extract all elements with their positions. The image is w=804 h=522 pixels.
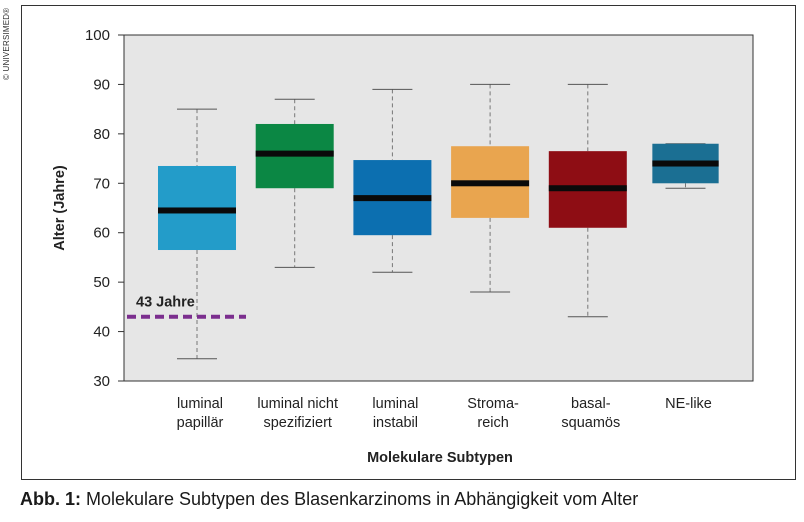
x-category-label: squamös	[561, 415, 620, 431]
box-2	[255, 98, 334, 268]
box-6	[652, 143, 719, 189]
y-axis: 30 40 50 60 70 80 90 100	[85, 27, 124, 390]
median-line	[548, 185, 627, 192]
x-category-label: basal-	[571, 396, 611, 412]
median-line	[255, 150, 334, 157]
box-5	[548, 83, 627, 318]
y-tick-label: 50	[93, 274, 110, 291]
box-3	[353, 88, 432, 273]
reference-line-label: 43 Jahre	[136, 295, 195, 311]
caption-label: Abb. 1:	[20, 489, 81, 509]
caption-text: Molekulare Subtypen des Blasenkarzinoms …	[81, 489, 639, 509]
y-axis-title: Alter (Jahre)	[52, 165, 68, 251]
y-tick-label: 70	[93, 175, 110, 192]
median-line	[158, 207, 236, 214]
median-line	[353, 195, 432, 202]
y-tick-label: 80	[93, 126, 110, 143]
x-category-label: spezifiziert	[263, 415, 332, 431]
x-category-label: reich	[477, 415, 508, 431]
figure-caption: Abb. 1: Molekulare Subtypen des Blasenka…	[20, 489, 638, 510]
y-tick-label: 100	[85, 27, 110, 44]
x-category-label: luminal nicht	[257, 396, 338, 412]
y-tick-label: 60	[93, 225, 110, 242]
boxplot-chart: 30 40 50 60 70 80 90 100 43 Jahre luminal papill…	[52, 27, 754, 466]
x-category-label: instabil	[373, 415, 418, 431]
median-line	[652, 160, 719, 167]
boxes-layer	[158, 83, 719, 360]
y-tick-label: 40	[93, 324, 110, 341]
x-axis-title: Molekulare Subtypen	[367, 450, 513, 466]
x-category-label: Stroma-	[467, 396, 519, 412]
box-4	[451, 83, 530, 293]
median-line	[451, 180, 530, 187]
x-category-label: papillär	[177, 415, 224, 431]
x-category-label: NE-like	[665, 396, 712, 412]
y-tick-label: 90	[93, 76, 110, 93]
y-tick-label: 30	[93, 373, 110, 390]
x-category-label: luminal	[177, 396, 223, 412]
x-category-label: luminal	[372, 396, 418, 412]
x-axis-labels: luminal papillär luminal nicht spezifiziert…	[177, 396, 712, 431]
reference-line-group: 43 Jahre	[127, 295, 246, 319]
box-1	[158, 108, 236, 360]
